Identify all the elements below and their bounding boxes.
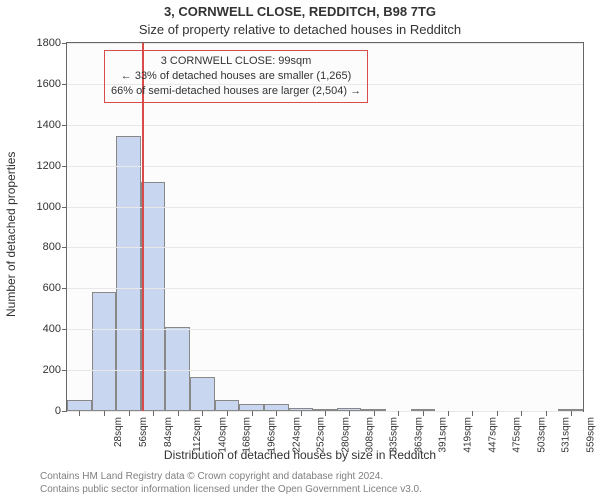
ytick-label: 1200 — [37, 160, 61, 172]
ytick-label: 1600 — [37, 78, 61, 90]
xtick-mark — [571, 411, 572, 416]
xtick-mark — [153, 411, 154, 416]
xtick-mark — [448, 411, 449, 416]
x-axis-label: Distribution of detached houses by size … — [0, 448, 600, 462]
gridline — [67, 125, 583, 126]
annotation-line-2: ← 33% of detached houses are smaller (1,… — [111, 69, 361, 84]
xtick-mark — [472, 411, 473, 416]
xtick-mark — [301, 411, 302, 416]
annotation-line-3: 66% of semi-detached houses are larger (… — [111, 84, 361, 99]
gridline — [67, 207, 583, 208]
xtick-mark — [227, 411, 228, 416]
gridline — [67, 329, 583, 330]
annotation-box: 3 CORNWELL CLOSE: 99sqm ← 33% of detache… — [104, 50, 368, 103]
ytick-mark — [62, 370, 67, 371]
ytick-label: 1000 — [37, 201, 61, 213]
footer-line-1: Contains HM Land Registry data © Crown c… — [40, 470, 600, 483]
xtick-label: 28sqm — [113, 417, 124, 447]
ytick-mark — [62, 329, 67, 330]
gridline — [67, 43, 583, 44]
gridline — [67, 288, 583, 289]
ytick-mark — [62, 125, 67, 126]
xtick-mark — [398, 411, 399, 416]
xtick-label: 56sqm — [138, 417, 149, 447]
xtick-mark — [497, 411, 498, 416]
xtick-mark — [349, 411, 350, 416]
xtick-mark — [374, 411, 375, 416]
ytick-label: 1400 — [37, 119, 61, 131]
gridline — [67, 247, 583, 248]
xtick-mark — [178, 411, 179, 416]
xtick-mark — [79, 411, 80, 416]
xtick-mark — [325, 411, 326, 416]
gridline — [67, 166, 583, 167]
xtick-label: 84sqm — [163, 417, 174, 447]
xtick-label: 112sqm — [192, 417, 203, 452]
ytick-mark — [62, 288, 67, 289]
annotation-line-1: 3 CORNWELL CLOSE: 99sqm — [111, 54, 361, 69]
histogram-bar — [141, 182, 166, 411]
ytick-mark — [62, 43, 67, 44]
ytick-label: 600 — [43, 282, 61, 294]
histogram-bar — [239, 404, 264, 411]
histogram-bar — [67, 400, 92, 411]
ytick-label: 1800 — [37, 37, 61, 49]
gridline — [67, 370, 583, 371]
footer-attribution: Contains HM Land Registry data © Crown c… — [0, 470, 600, 496]
xtick-mark — [423, 411, 424, 416]
ytick-label: 200 — [43, 364, 61, 376]
ytick-mark — [62, 411, 67, 412]
chart-container: { "layout": { "width": 600, "height": 50… — [0, 0, 600, 500]
ytick-label: 0 — [55, 405, 61, 417]
xtick-mark — [521, 411, 522, 416]
y-axis-label: Number of detached properties — [4, 152, 18, 317]
ytick-mark — [62, 207, 67, 208]
ytick-label: 800 — [43, 241, 61, 253]
histogram-bar — [165, 327, 190, 411]
footer-line-2: Contains public sector information licen… — [40, 483, 600, 496]
ytick-label: 400 — [43, 323, 61, 335]
histogram-bar — [190, 377, 215, 411]
page-title: 3, CORNWELL CLOSE, REDDITCH, B98 7TG — [0, 4, 600, 19]
xtick-mark — [546, 411, 547, 416]
xtick-mark — [104, 411, 105, 416]
histogram-bar — [215, 400, 240, 411]
xtick-mark — [276, 411, 277, 416]
ytick-mark — [62, 166, 67, 167]
chart-subtitle: Size of property relative to detached ho… — [0, 22, 600, 37]
xtick-mark — [252, 411, 253, 416]
xtick-mark — [202, 411, 203, 416]
ytick-mark — [62, 84, 67, 85]
histogram-bar — [92, 292, 117, 411]
xtick-mark — [129, 411, 130, 416]
ytick-mark — [62, 247, 67, 248]
histogram-bar — [264, 404, 289, 411]
